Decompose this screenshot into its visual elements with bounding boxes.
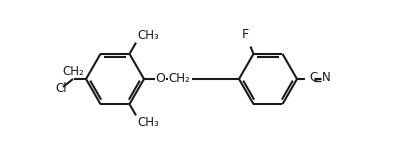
Text: CH₃: CH₃ <box>137 29 158 42</box>
Text: C: C <box>308 71 316 85</box>
Text: CH₃: CH₃ <box>137 116 158 129</box>
Text: CH₂: CH₂ <box>62 65 84 78</box>
Text: CH₂: CH₂ <box>168 73 190 85</box>
Text: O: O <box>155 73 165 85</box>
Text: Cl: Cl <box>55 83 67 95</box>
Text: F: F <box>241 28 249 41</box>
Text: N: N <box>321 71 330 85</box>
